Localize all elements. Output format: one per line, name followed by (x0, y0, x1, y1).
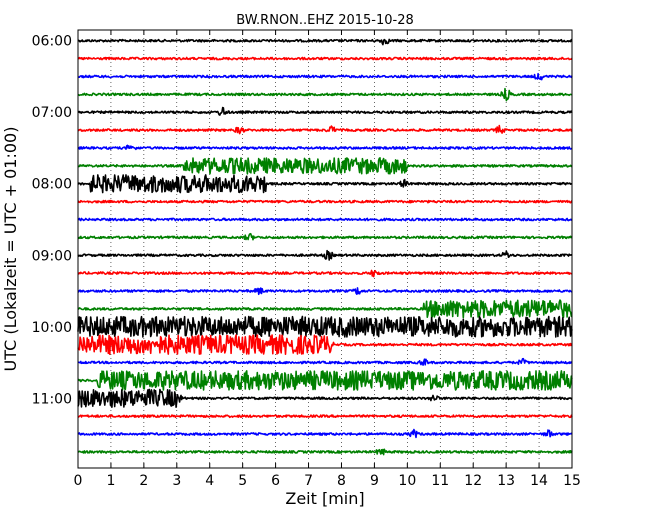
y-tick-label: 11:00 (32, 391, 72, 407)
trace-line (77, 388, 573, 408)
trace-line (77, 56, 573, 61)
trace-line (77, 357, 573, 366)
x-tick-label: 9 (370, 473, 379, 489)
trace-line (77, 428, 573, 439)
y-tick-label: 09:00 (32, 248, 72, 264)
trace-line (77, 232, 573, 241)
y-tick-label: 08:00 (32, 177, 72, 193)
trace-line (77, 217, 573, 222)
x-tick-label: 13 (497, 473, 515, 489)
trace-line (77, 334, 573, 355)
trace-line (77, 299, 573, 319)
x-tick-label: 1 (106, 473, 115, 489)
y-tick-label: 10:00 (32, 320, 72, 336)
trace-line (77, 414, 573, 419)
x-tick-label: 3 (172, 473, 181, 489)
trace-line (77, 269, 573, 278)
x-tick-label: 15 (563, 473, 581, 489)
x-tick-label: 5 (238, 473, 247, 489)
x-tick-label: 12 (464, 473, 482, 489)
trace-group (77, 38, 573, 456)
y-tick-label: 06:00 (32, 34, 72, 50)
x-axis-label: Zeit [min] (285, 489, 364, 508)
x-tick-label: 11 (431, 473, 449, 489)
x-tick-label: 8 (337, 473, 346, 489)
trace-line (77, 174, 573, 194)
trace-line (77, 72, 573, 81)
trace-line (77, 87, 573, 102)
plot-frame (77, 29, 573, 469)
trace-line (77, 38, 573, 46)
trace-line (77, 144, 573, 151)
chart-title: BW.RNON..EHZ 2015-10-28 (236, 13, 414, 28)
x-tick-label: 4 (205, 473, 214, 489)
trace-line (77, 106, 573, 116)
trace-line (77, 370, 573, 391)
trace-line (77, 287, 573, 296)
trace-line (77, 157, 573, 175)
trace-line (77, 199, 573, 204)
x-tick-label: 2 (139, 473, 148, 489)
x-tick-label: 10 (398, 473, 416, 489)
trace-line (77, 124, 573, 135)
x-tick-label: 7 (304, 473, 313, 489)
trace-line (77, 315, 573, 338)
x-tick-label: 6 (271, 473, 280, 489)
axis-ticks: 0 1 2 3 4 5 6 7 8 9 10 11 12 13 14 1506:0007:0008:0009:… (32, 30, 581, 489)
y-tick-label: 07:00 (32, 105, 72, 121)
x-tick-label: 14 (530, 473, 548, 489)
trace-line (77, 249, 573, 261)
trace-line (77, 448, 573, 456)
x-tick-label: 0 (74, 473, 83, 489)
y-axis-label: UTC (Lokalzeit = UTC + 01:00) (1, 127, 20, 372)
